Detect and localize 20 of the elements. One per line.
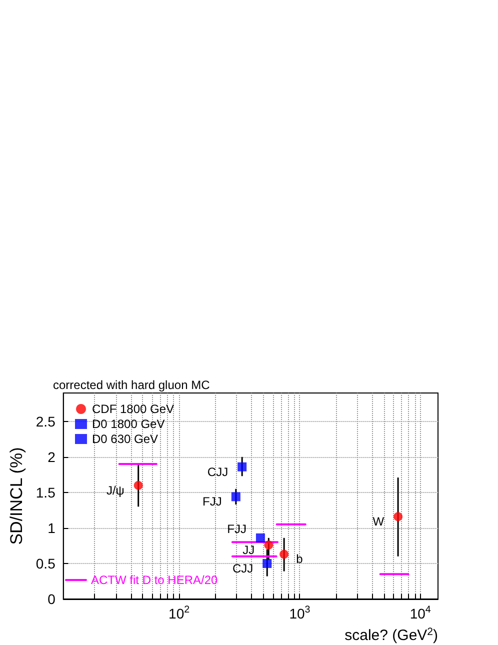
legend-label: D0 1800 GeV (92, 417, 165, 431)
annotation: J/ψ (106, 483, 124, 498)
y-tick-label: 2 (48, 448, 56, 465)
y-tick-label: 1 (48, 520, 56, 536)
chart-title: corrected with hard gluon MC (53, 378, 210, 392)
legend-label: ACTW fit D to HERA/20 (91, 573, 218, 587)
annotation: CJJ (232, 561, 254, 576)
legend-label: CDF 1800 GeV (92, 402, 174, 416)
y-tick-label: 2.5 (36, 413, 56, 430)
y-tick-label: 0.5 (36, 555, 56, 572)
y-axis-title: SD/INCL (%) (7, 447, 26, 545)
annotation: FJJ (227, 522, 246, 536)
annotation: FJJ (202, 494, 222, 509)
annotation: JJ (242, 543, 255, 558)
annotation: CJJ (207, 464, 228, 479)
legend-label: D0 630 GeV (92, 432, 158, 446)
y-tick-label: 1.5 (36, 484, 56, 500)
annotation: W (372, 514, 385, 529)
y-tick-label: 0 (48, 591, 56, 607)
annotation: b (296, 552, 304, 566)
